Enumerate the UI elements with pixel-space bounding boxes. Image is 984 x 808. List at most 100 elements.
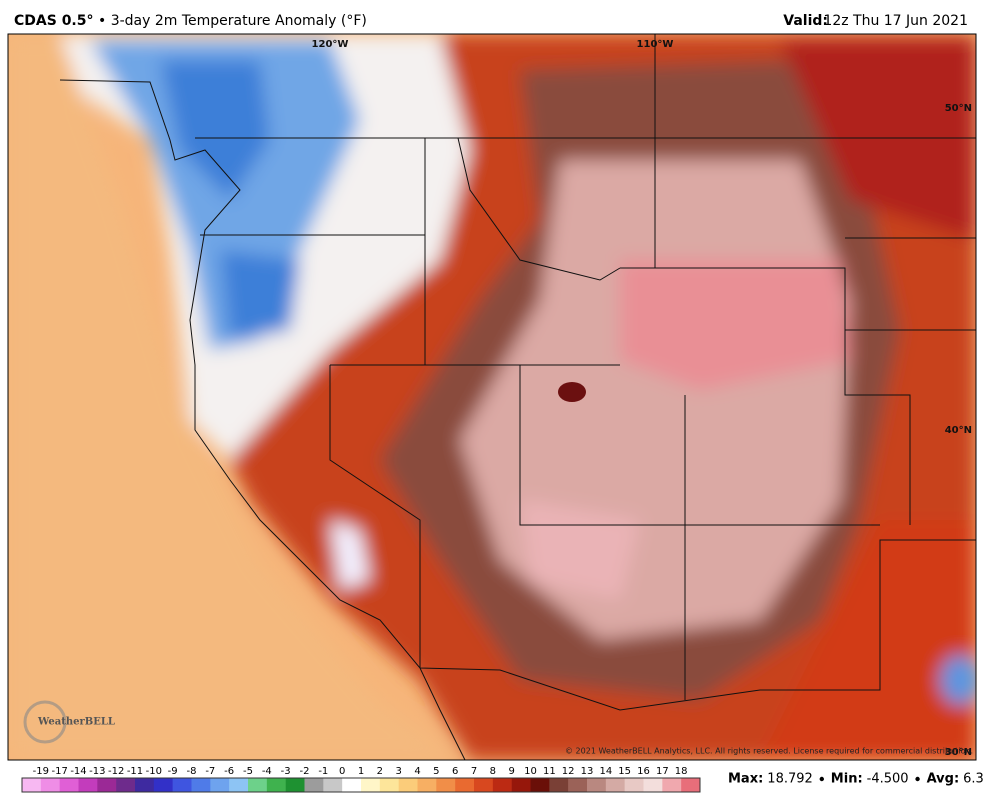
logo-icon [23, 700, 67, 744]
colorbar-label: -17 [51, 766, 67, 777]
stat-label: Min: [831, 772, 863, 787]
colorbar-cell [78, 778, 98, 792]
colorbar-label: -19 [33, 766, 49, 777]
colorbar-cell [624, 778, 644, 792]
colorbar-label: -6 [224, 766, 234, 777]
colorbar-cell [568, 778, 588, 792]
lon-label: 110°W [637, 39, 674, 50]
colorbar-label: 18 [675, 766, 688, 777]
colorbar-cell [116, 778, 136, 792]
colorbar-label: 7 [471, 766, 477, 777]
colorbar-cell [191, 778, 211, 792]
anomaly-field [8, 34, 976, 760]
colorbar-cell [229, 778, 249, 792]
colorbar-label: -5 [243, 766, 253, 777]
boundaries [59, 34, 976, 760]
colorbar-label: 12 [562, 766, 575, 777]
colorbar-label: -9 [168, 766, 178, 777]
colorbar-cell [248, 778, 268, 792]
colorbar-cell [436, 778, 456, 792]
valid-label: Valid: [783, 13, 828, 29]
copyright: © 2021 WeatherBELL Analytics, LLC. All r… [565, 747, 973, 756]
lat-label: 50°N [945, 103, 972, 114]
colorbar-cell [662, 778, 682, 792]
colorbar-cell [153, 778, 173, 792]
stats: Max: 18.792 Min: -4.500 Avg:6.345 [728, 772, 984, 787]
colorbar-cell [210, 778, 230, 792]
colorbar-cell [304, 778, 324, 792]
separator [819, 776, 824, 782]
colorbar-cell [59, 778, 79, 792]
colorbar-label: 9 [508, 766, 514, 777]
colorbar-label: 2 [377, 766, 383, 777]
lon-label: 120°W [312, 39, 349, 50]
colorbar-cell [681, 778, 701, 792]
colorbar-cell [323, 778, 343, 792]
colorbar-cell [605, 778, 625, 792]
colorbar-cell [474, 778, 494, 792]
colorbar-label: 0 [339, 766, 345, 777]
stat-value: -4.500 [867, 772, 909, 787]
colorbar-label: 10 [524, 766, 537, 777]
title: CDAS 0.5° [14, 13, 94, 29]
colorbar-label: 15 [618, 766, 631, 777]
stat-value: 18.792 [767, 772, 813, 787]
colorbar-cell [587, 778, 607, 792]
colorbar-cell [40, 778, 60, 792]
colorbar-label: -11 [127, 766, 143, 777]
colorbar-label: 3 [395, 766, 401, 777]
colorbar-label: 16 [637, 766, 650, 777]
colorbar-label: 14 [599, 766, 612, 777]
colorbar-label: 13 [581, 766, 594, 777]
lat-label: 40°N [945, 425, 972, 436]
colorbar-cell [549, 778, 569, 792]
lat-label: 30°N [945, 747, 972, 758]
separator [915, 776, 920, 782]
colorbar-cell [135, 778, 155, 792]
colorbar-cell [492, 778, 512, 792]
colorbar-label: 11 [543, 766, 556, 777]
colorbar-label: 17 [656, 766, 669, 777]
colorbar-cell [398, 778, 418, 792]
map-frame [7, 33, 977, 761]
colorbar-label: 4 [414, 766, 420, 777]
logo: WeatherBELL [37, 717, 115, 728]
colorbar-label: 5 [433, 766, 439, 777]
colorbar-cell [455, 778, 475, 792]
colorbar-label: -3 [281, 766, 291, 777]
colorbar-cell [530, 778, 550, 792]
colorbar-label: 1 [358, 766, 364, 777]
stat-value: 6.345 [963, 772, 984, 787]
valid-time: 12z Thu 17 Jun 2021 [823, 13, 968, 29]
colorbar: -19 -17 -14 -13 -12 -11 -10 -9 -8 -7 -6 -5 -4 -3 -2 -1 0… [21, 766, 701, 793]
colorbar-label: -2 [300, 766, 310, 777]
colorbar-cell [417, 778, 437, 792]
colorbar-cell [361, 778, 381, 792]
stat-label: Avg: [927, 772, 960, 787]
colorbar-label: -13 [89, 766, 105, 777]
colorbar-cell [285, 778, 305, 792]
map: 120°W 110°W 50°N 40°N 30°N WeatherBELL ©… [8, 34, 976, 760]
colorbar-cell [22, 778, 42, 792]
stat-label: Max: [728, 772, 763, 787]
hotspot [558, 382, 586, 402]
colorbar-cell [97, 778, 117, 792]
colorbar-cell [379, 778, 399, 792]
graticule-labels: 120°W 110°W 50°N 40°N 30°N [312, 39, 972, 758]
colorbar-cell [511, 778, 531, 792]
colorbar-label: 8 [490, 766, 496, 777]
colorbar-cell [643, 778, 663, 792]
colorbar-label: -1 [318, 766, 328, 777]
colorbar-cell [342, 778, 362, 792]
colorbar-cell [266, 778, 286, 792]
colorbar-frame [21, 777, 701, 793]
colorbar-label: -12 [108, 766, 124, 777]
colorbar-label: -4 [262, 766, 272, 777]
colorbar-label: -7 [205, 766, 215, 777]
colorbar-label: 6 [452, 766, 458, 777]
colorbar-cell [172, 778, 192, 792]
colorbar-label: -10 [146, 766, 162, 777]
colorbar-label: -8 [187, 766, 197, 777]
